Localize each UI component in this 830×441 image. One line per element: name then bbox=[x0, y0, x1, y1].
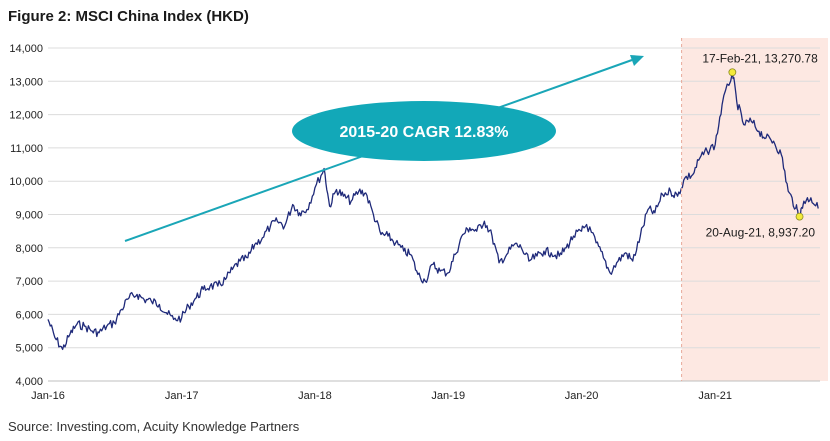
gridlines bbox=[48, 47, 820, 349]
trough-label: 20-Aug-21, 8,937.20 bbox=[706, 226, 816, 240]
highlight-region bbox=[681, 38, 828, 381]
y-tick-label: 4,000 bbox=[15, 376, 43, 388]
x-tick-label: Jan-21 bbox=[698, 390, 732, 402]
y-tick-label: 10,000 bbox=[9, 176, 43, 188]
x-tick-label: Jan-17 bbox=[165, 390, 199, 402]
source-note: Source: Investing.com, Acuity Knowledge … bbox=[8, 419, 300, 434]
arrow-head bbox=[630, 55, 644, 66]
y-tick-label: 14,000 bbox=[9, 43, 43, 55]
y-tick-label: 12,000 bbox=[9, 110, 43, 122]
y-tick-label: 5,000 bbox=[15, 343, 43, 355]
trough-marker bbox=[795, 212, 804, 221]
annotation-markers: 17-Feb-21, 13,270.78 20-Aug-21, 8,937.20 bbox=[702, 51, 818, 239]
x-tick-label: Jan-19 bbox=[431, 390, 465, 402]
x-tick-label: Jan-16 bbox=[31, 390, 65, 402]
y-tick-label: 8,000 bbox=[15, 243, 43, 255]
x-tick-label: Jan-20 bbox=[565, 390, 599, 402]
y-tick-label: 7,000 bbox=[15, 276, 43, 288]
y-axis-ticks: 4,000 5,000 6,000 7,000 8,000 9,000 10,000 11,0… bbox=[9, 43, 43, 388]
peak-label: 17-Feb-21, 13,270.78 bbox=[702, 51, 818, 65]
cagr-label: 2015-20 CAGR 12.83% bbox=[340, 124, 509, 141]
cagr-bubble bbox=[292, 101, 556, 161]
y-tick-label: 11,000 bbox=[10, 143, 43, 155]
y-tick-label: 9,000 bbox=[15, 210, 43, 222]
figure-title: Figure 2: MSCI China Index (HKD) bbox=[8, 8, 249, 25]
x-tick-label: Jan-18 bbox=[298, 390, 332, 402]
peak-marker bbox=[728, 68, 737, 77]
y-tick-label: 13,000 bbox=[9, 76, 43, 88]
x-axis-ticks: Jan-16 Jan-17 Jan-18 Jan-19 Jan-20 Jan-21 bbox=[31, 390, 732, 402]
y-tick-label: 6,000 bbox=[15, 309, 43, 321]
series-line bbox=[47, 71, 819, 351]
cagr-callout: 2015-20 CAGR 12.83% bbox=[292, 101, 556, 161]
